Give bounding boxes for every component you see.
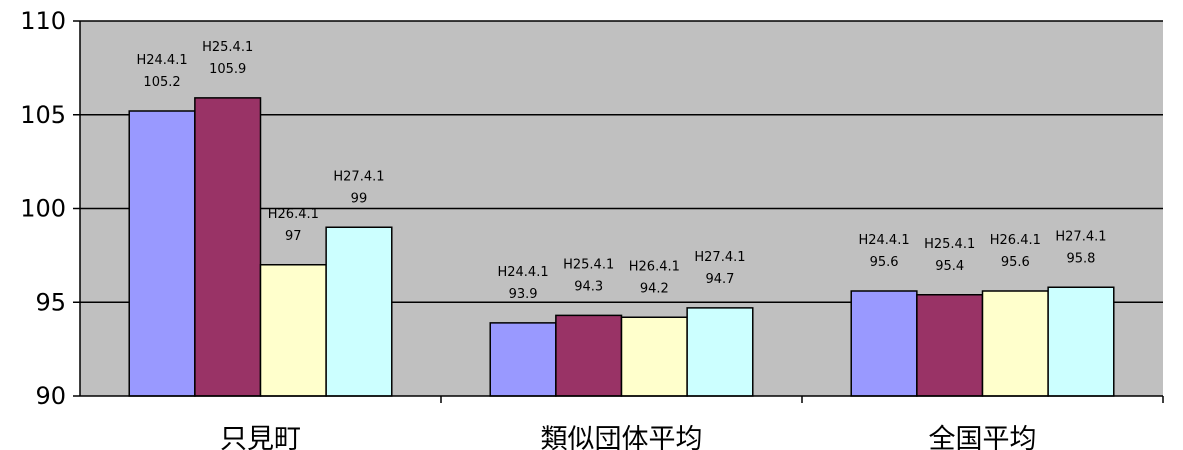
bar xyxy=(981,290,1049,397)
data-label-series: H24.4.1 xyxy=(136,53,187,68)
data-label-series: H25.4.1 xyxy=(563,257,614,272)
data-label-value: 95.8 xyxy=(1066,251,1095,266)
data-label-value: 97 xyxy=(285,229,302,244)
data-label-value: 95.6 xyxy=(870,255,899,270)
bar xyxy=(686,307,754,397)
data-label-value: 95.4 xyxy=(935,259,964,274)
bar xyxy=(620,316,688,397)
x-axis-categories: 只見町 類似団体平均 全国平均 xyxy=(220,424,1037,450)
bar xyxy=(489,322,557,397)
data-label-value: 93.9 xyxy=(509,287,538,302)
axes xyxy=(73,20,1164,403)
data-label-value: 94.2 xyxy=(640,281,669,296)
data-label-series: H25.4.1 xyxy=(924,237,975,252)
data-label-series: H26.4.1 xyxy=(629,259,680,274)
bar xyxy=(194,97,262,397)
bars xyxy=(128,97,1115,397)
y-axis-ticks: 90 95 100 105 110 xyxy=(20,7,66,410)
data-label-value: 105.2 xyxy=(143,75,180,90)
data-label-series: H27.4.1 xyxy=(694,250,745,265)
x-category-label: 只見町 xyxy=(220,424,301,450)
data-label-series: H26.4.1 xyxy=(268,207,319,222)
data-label-value: 99 xyxy=(351,191,368,206)
y-tick-label: 105 xyxy=(20,101,66,129)
y-tick-label: 90 xyxy=(35,382,66,410)
data-label-series: H27.4.1 xyxy=(1055,229,1106,244)
bar xyxy=(1047,286,1115,397)
bar xyxy=(325,226,393,397)
x-category-label: 類似団体平均 xyxy=(541,424,703,450)
data-label-series: H26.4.1 xyxy=(990,233,1041,248)
x-category-label: 全国平均 xyxy=(929,424,1037,450)
data-label-series: H25.4.1 xyxy=(202,40,253,55)
y-tick-label: 95 xyxy=(35,288,66,316)
bar xyxy=(128,110,196,397)
bar xyxy=(555,314,623,397)
data-label-value: 95.6 xyxy=(1001,255,1030,270)
data-label-series: H27.4.1 xyxy=(333,169,384,184)
data-label-value: 105.9 xyxy=(209,62,246,77)
data-label-series: H24.4.1 xyxy=(858,233,909,248)
data-label-series: H24.4.1 xyxy=(497,265,548,280)
bar xyxy=(259,264,327,397)
y-tick-label: 110 xyxy=(20,7,66,35)
bar xyxy=(916,294,984,397)
data-label-value: 94.3 xyxy=(574,279,603,294)
data-label-value: 94.7 xyxy=(705,272,734,287)
y-tick-label: 100 xyxy=(20,195,66,223)
data-labels: H24.4.1 105.2 H25.4.1 105.9 H26.4.1 97 H27.4.1… xyxy=(136,40,1106,302)
bar xyxy=(850,290,918,397)
